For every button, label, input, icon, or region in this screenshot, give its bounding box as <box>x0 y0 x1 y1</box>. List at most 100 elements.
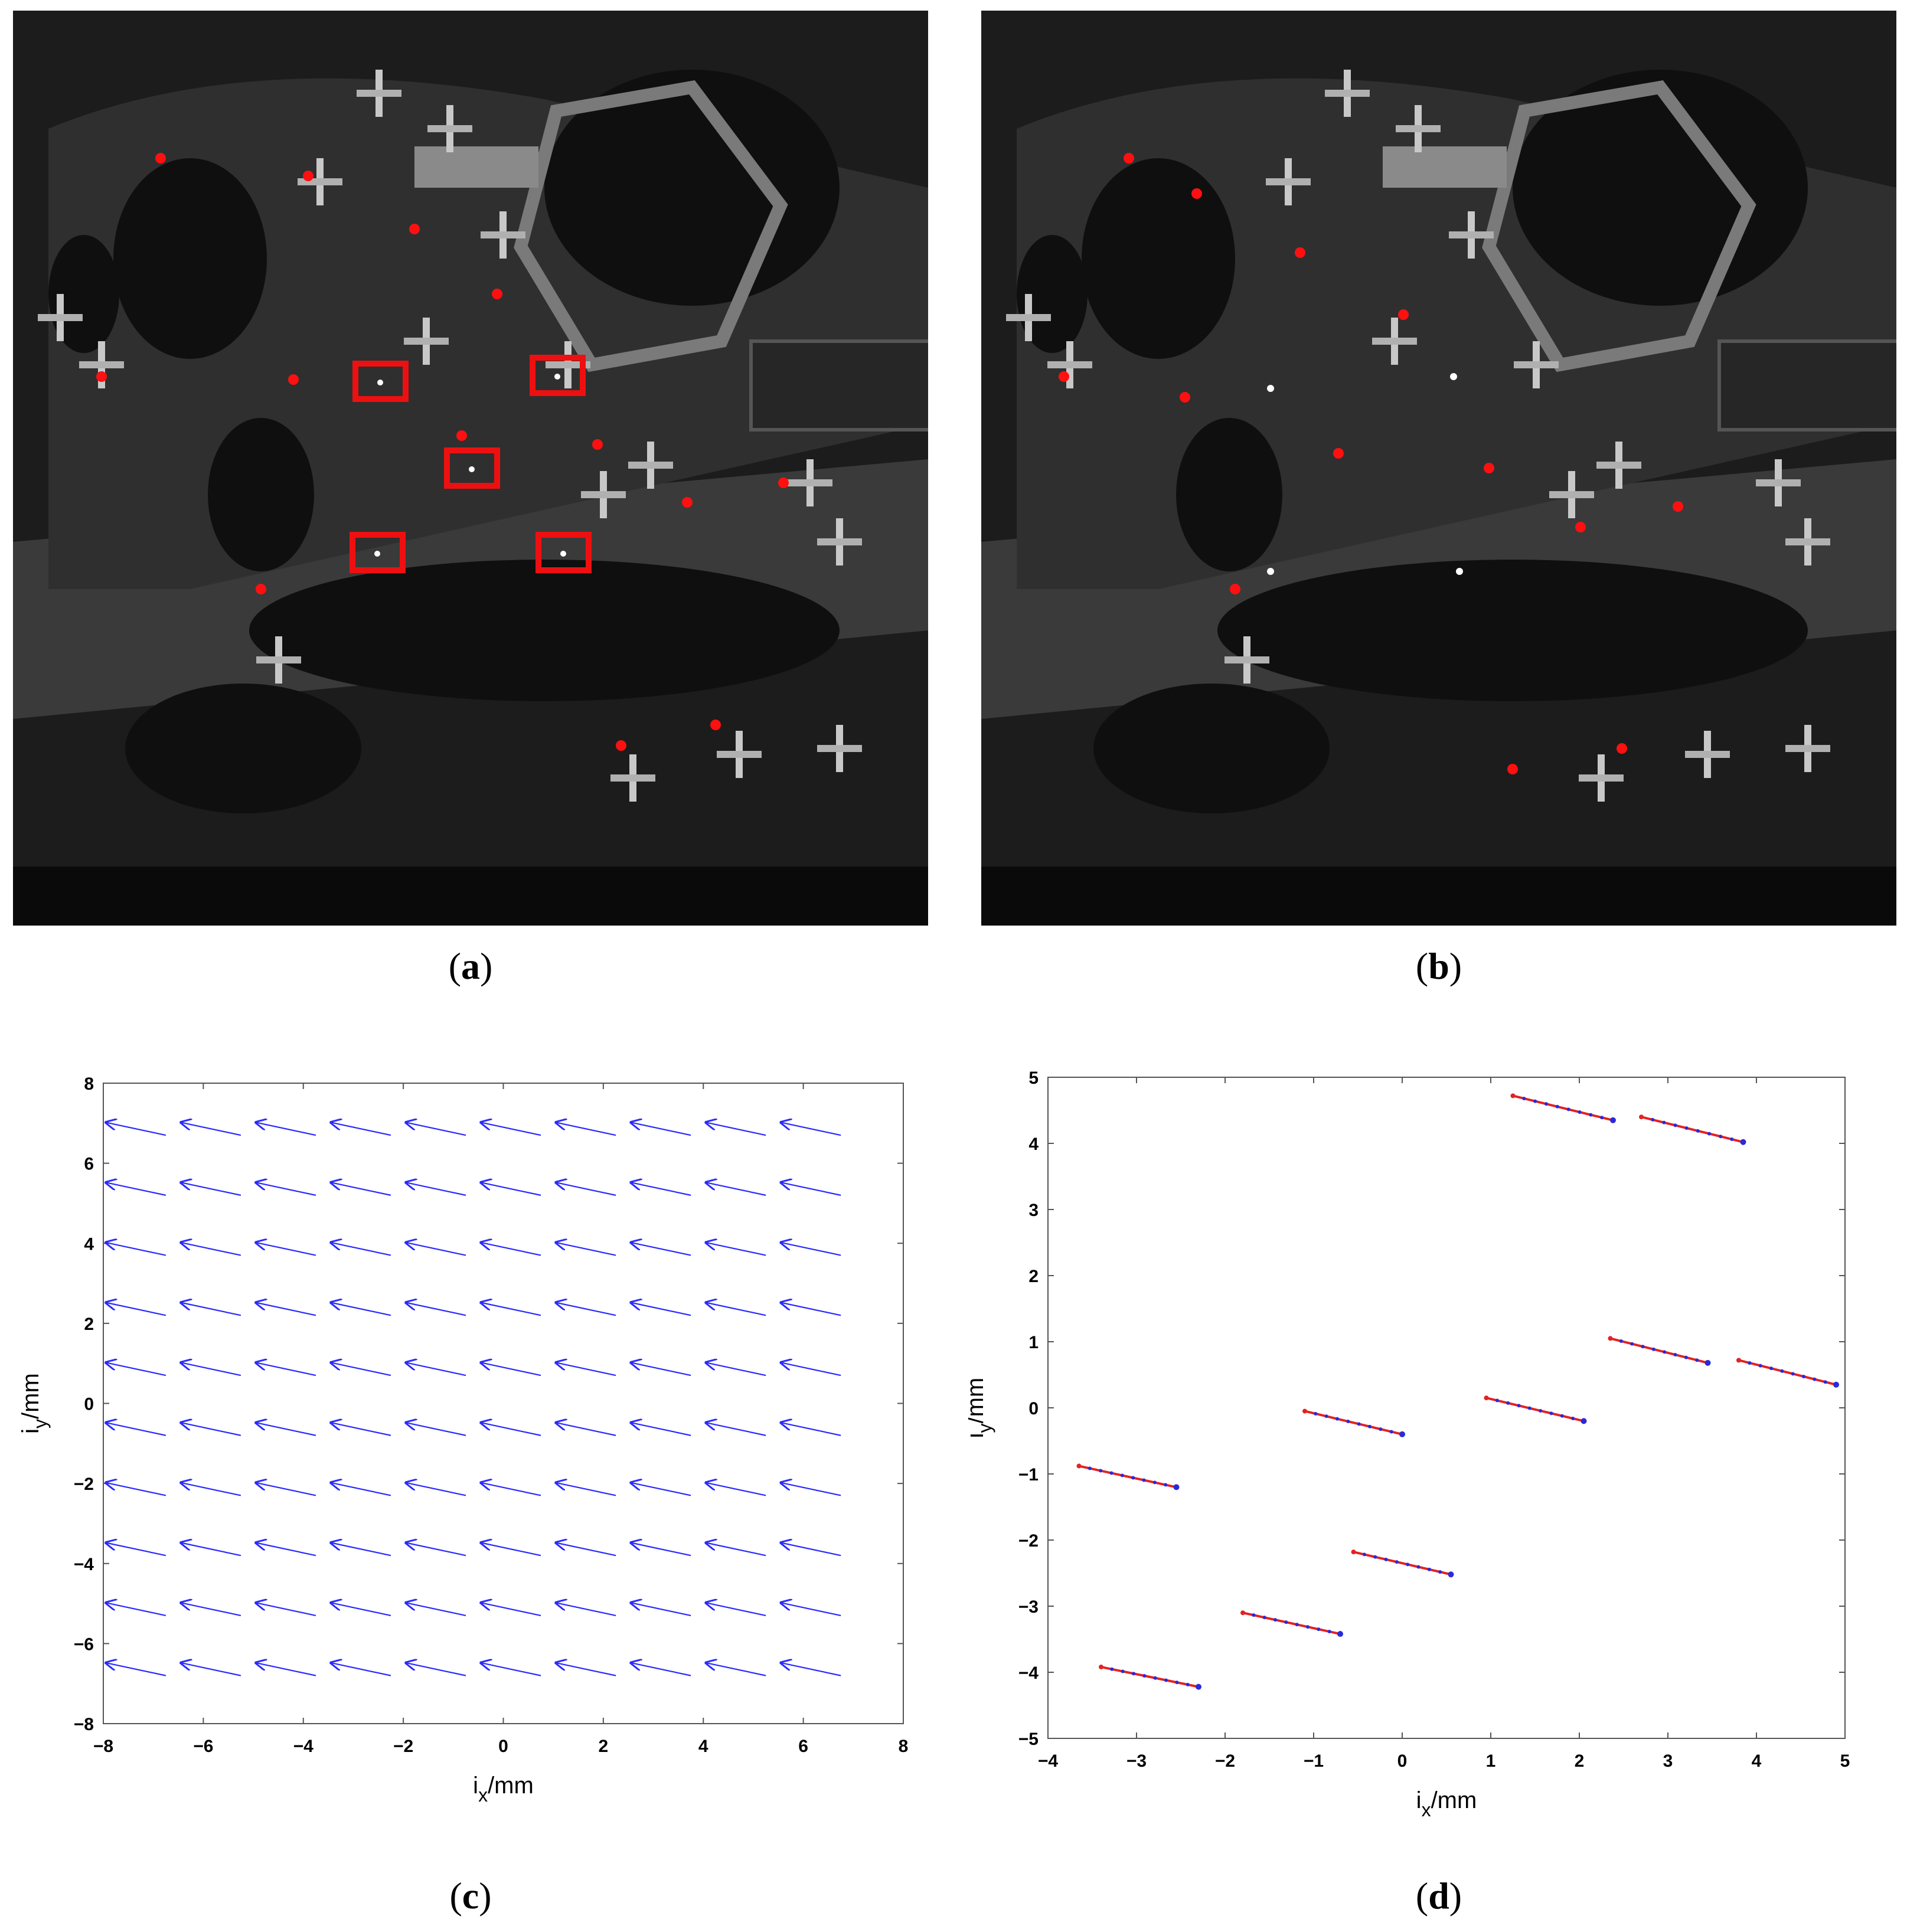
quiver-arrow <box>556 1603 616 1616</box>
quiver-arrow <box>331 1603 391 1616</box>
quiver-arrow <box>181 1243 241 1256</box>
hangar <box>749 339 928 431</box>
quiver-arrow <box>631 1362 691 1377</box>
trail-dot <box>1578 1110 1582 1114</box>
trail-dot <box>1610 1117 1616 1123</box>
quiver-arrow <box>106 1483 166 1496</box>
red-marker <box>616 740 626 751</box>
aircraft-wing <box>1224 656 1269 663</box>
aircraft-wing <box>1266 178 1311 185</box>
trail-dot <box>1109 1471 1113 1475</box>
trail-dot <box>1517 1404 1521 1408</box>
y-axis-label: iy/mm <box>968 1378 995 1439</box>
quiver-arrow <box>106 1423 166 1436</box>
trail-dot <box>1448 1571 1454 1578</box>
trail-dot <box>1121 1669 1125 1673</box>
aircraft-wing <box>628 462 673 469</box>
trail-dot <box>1696 1129 1700 1133</box>
y-tick-label: −2 <box>74 1475 94 1494</box>
quiver-arrow <box>181 1603 241 1616</box>
plot-area <box>103 1083 904 1724</box>
aircraft-shape <box>1006 294 1051 341</box>
trail-dot <box>1791 1372 1795 1376</box>
trail-dot <box>1142 1673 1147 1678</box>
trail-dot <box>1630 1342 1634 1346</box>
trail-dot <box>1823 1380 1827 1384</box>
quiver-arrow <box>781 1483 841 1496</box>
trail-dot <box>1324 1414 1328 1418</box>
quiver-arrow <box>481 1542 541 1557</box>
trail-dot <box>1758 1364 1762 1368</box>
trajectory-trail <box>1240 1610 1343 1637</box>
trail-dot <box>1399 1431 1405 1437</box>
trail-line <box>1079 1464 1177 1489</box>
quiver-arrow <box>256 1182 316 1196</box>
trail-dot <box>1802 1374 1805 1378</box>
trail-dot <box>1549 1411 1553 1416</box>
quiver-arrow <box>631 1243 691 1256</box>
trail-dot <box>1539 1408 1543 1413</box>
trail-dot <box>1833 1381 1839 1388</box>
trail-dot <box>1600 1116 1604 1120</box>
trail-dot <box>1314 1411 1318 1416</box>
red-marker <box>303 171 314 181</box>
aircraft-shape <box>546 341 590 388</box>
aircraft-wing <box>481 231 525 238</box>
quiver-arrow <box>706 1542 766 1557</box>
y-tick-label: −4 <box>74 1555 94 1574</box>
trail-dot <box>1707 1132 1711 1136</box>
trail-dot <box>1662 1120 1666 1124</box>
aircraft-wing <box>1396 125 1441 132</box>
aircraft-shape <box>817 725 862 772</box>
y-axis-label: iy/mm <box>18 1373 51 1434</box>
quiver-arrow <box>106 1362 166 1377</box>
aircraft-wing <box>610 774 655 782</box>
trail-dot <box>1406 1562 1410 1567</box>
trail-line <box>1101 1666 1199 1688</box>
quiver-arrow <box>556 1362 616 1377</box>
trail-dot <box>1566 1107 1570 1112</box>
x-tick-label: −3 <box>1126 1751 1147 1771</box>
quiver-arrow <box>706 1122 766 1136</box>
red-marker <box>1617 743 1627 754</box>
aircraft-wing <box>1785 745 1830 752</box>
trail-line <box>1242 1611 1341 1635</box>
trail-dot <box>1748 1361 1752 1365</box>
quiver-arrow <box>781 1122 841 1136</box>
aircraft-shape <box>481 211 525 259</box>
trail-start-dot <box>1302 1408 1307 1414</box>
red-marker <box>592 439 603 450</box>
trail-dot <box>1357 1422 1361 1426</box>
trail-dot <box>1560 1414 1564 1418</box>
quiver-arrow <box>106 1663 166 1676</box>
aircraft-shape <box>1224 636 1269 684</box>
trail-line <box>1513 1094 1614 1122</box>
target-point <box>560 551 566 557</box>
trail-dot <box>1495 1398 1499 1403</box>
target-box <box>352 361 409 402</box>
aircraft-wing <box>1006 314 1051 321</box>
x-tick-label: 3 <box>1663 1751 1673 1771</box>
terminal-pier <box>1383 146 1507 188</box>
y-tick-label: 2 <box>1028 1267 1039 1286</box>
target-point <box>1267 568 1274 575</box>
quiver-arrow <box>781 1303 841 1316</box>
trail-dot <box>1173 1484 1180 1490</box>
x-tick-label: 4 <box>698 1737 708 1756</box>
quiver-arrow <box>556 1182 616 1196</box>
quiver-arrow <box>181 1122 241 1136</box>
quiver-arrow <box>331 1243 391 1256</box>
trail-dot <box>1099 1469 1103 1473</box>
red-marker <box>256 584 266 594</box>
trail-dot <box>1684 1126 1689 1130</box>
quiver-arrow <box>406 1182 466 1196</box>
quiver-arrow <box>406 1603 466 1616</box>
trail-dot <box>1555 1104 1559 1109</box>
quiver-arrow <box>706 1182 766 1196</box>
quiver-arrow <box>256 1603 316 1616</box>
quiver-arrow <box>331 1362 391 1377</box>
quiver-plot: −8 −6 −4 −2 0 2 4 6 8 −8 −6 −4 −2 0 2 4 6 8 ix/mm iy/mm <box>18 1074 908 1806</box>
quiver-arrow <box>706 1362 766 1377</box>
red-marker <box>1673 501 1683 512</box>
aircraft-wing <box>1685 751 1730 758</box>
